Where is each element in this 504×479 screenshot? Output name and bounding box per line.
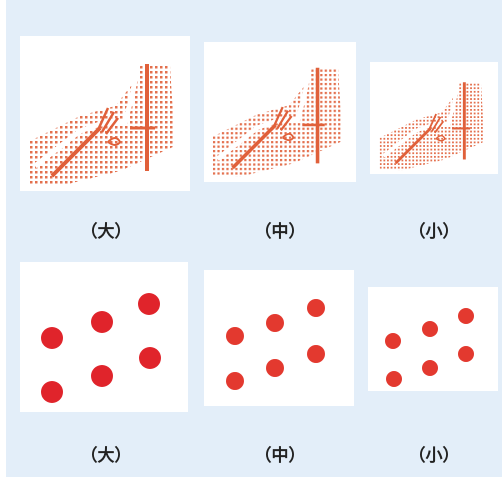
dots-card-large [20, 262, 188, 412]
red-dot [307, 345, 325, 363]
size-label-medium: （中） [254, 446, 306, 466]
dots-card-small [368, 287, 498, 391]
red-dot [91, 311, 113, 333]
red-dot [226, 372, 244, 390]
red-dot [41, 381, 63, 403]
red-dot [266, 314, 284, 332]
dots-graphic [385, 308, 474, 387]
red-dot [266, 359, 284, 377]
hand-utensil-pattern-icon [30, 63, 175, 186]
red-dot [385, 333, 401, 349]
red-dot [386, 371, 402, 387]
dots-card-medium [204, 270, 354, 406]
red-dot [458, 308, 474, 324]
red-dot [422, 321, 438, 337]
dots-graphic [226, 299, 325, 390]
hand-utensil-pattern-icon [212, 67, 343, 177]
dots-graphic [41, 293, 161, 403]
size-label-small: （小） [408, 446, 460, 466]
red-dot [91, 365, 113, 387]
size-label-large: （大） [80, 446, 132, 466]
red-dot [139, 347, 161, 369]
red-dot [41, 327, 63, 349]
size-label-medium: （中） [254, 222, 306, 242]
red-dot [307, 299, 325, 317]
red-dot [138, 293, 160, 315]
hand-utensil-pattern-icon [379, 81, 485, 171]
pattern-card-medium [204, 42, 356, 182]
size-label-large: （大） [80, 222, 132, 242]
pattern-card-small [370, 62, 498, 174]
pattern-card-large [20, 36, 190, 191]
size-label-small: （小） [408, 222, 460, 242]
red-dot [422, 360, 438, 376]
red-dot [458, 346, 474, 362]
red-dot [226, 327, 244, 345]
comparison-panel: （大） （中） （小） [6, 0, 502, 477]
